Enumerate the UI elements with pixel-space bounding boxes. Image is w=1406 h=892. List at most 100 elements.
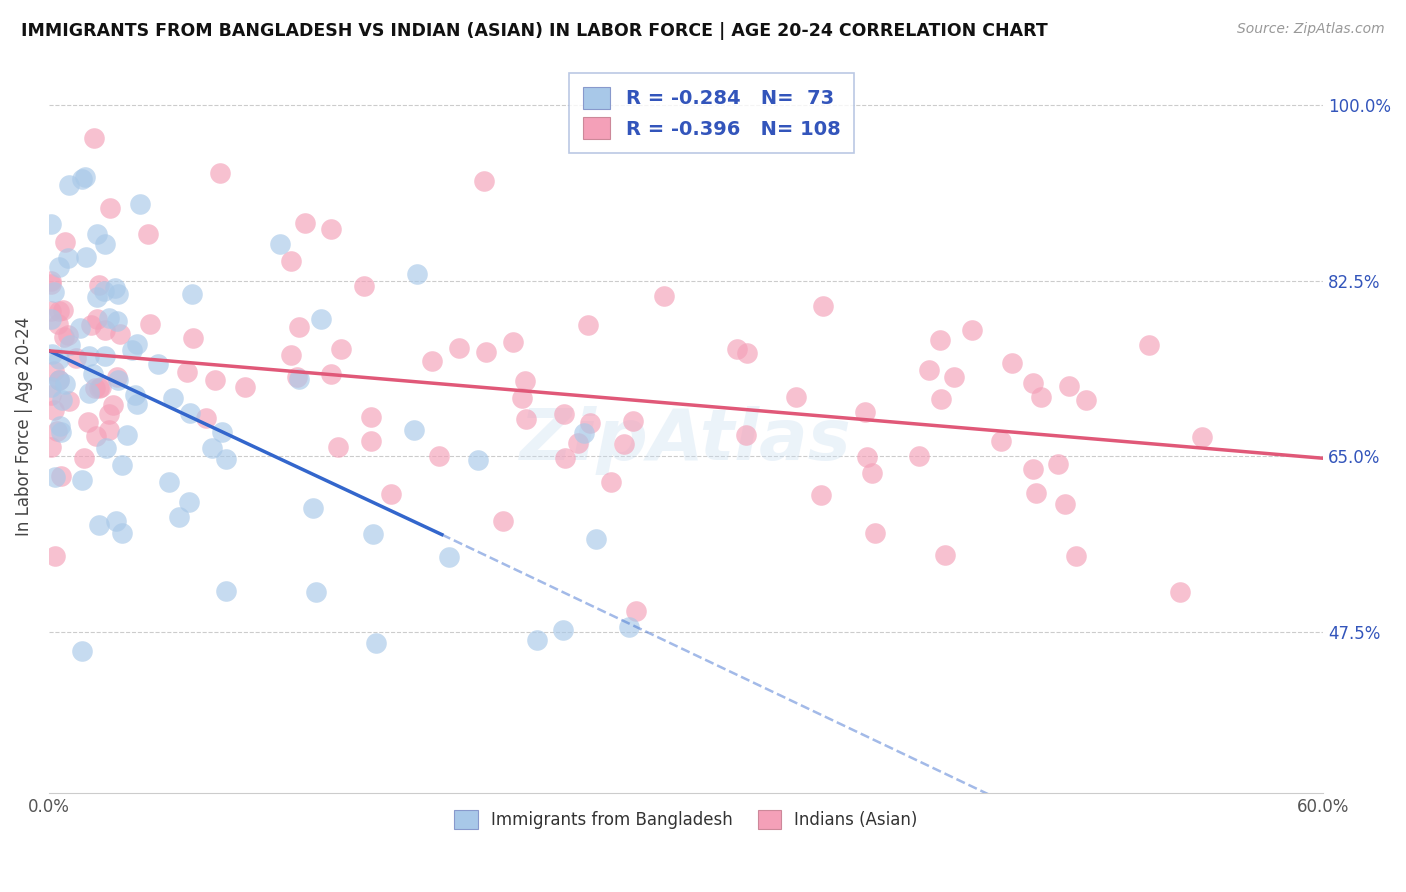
Point: [943, 369, 966, 384]
Point: [585, 533, 607, 547]
Point: [80, 318, 103, 332]
Point: [86, 227, 108, 241]
Point: [90, 380, 112, 394]
Point: [105, 370, 128, 384]
Point: [77, 385, 100, 400]
Point: [44, 285, 66, 300]
Point: [510, 391, 533, 405]
Point: [439, 550, 461, 565]
Point: [89, 381, 111, 395]
Point: [169, 510, 191, 524]
Point: [69, 321, 91, 335]
Point: [288, 319, 311, 334]
Point: [39, 388, 62, 402]
Point: [77, 349, 100, 363]
Point: [59, 338, 82, 352]
Point: [73, 450, 96, 465]
Point: [785, 390, 807, 404]
Point: [86, 312, 108, 326]
Point: [309, 312, 332, 326]
Point: [856, 450, 879, 464]
Point: [422, 354, 444, 368]
Point: [613, 436, 636, 450]
Point: [46, 424, 69, 438]
Point: [139, 317, 162, 331]
Point: [929, 392, 952, 406]
Point: [97, 407, 120, 421]
Point: [72, 172, 94, 186]
Point: [39, 277, 62, 292]
Point: [624, 604, 647, 618]
Point: [1029, 390, 1052, 404]
Point: [361, 526, 384, 541]
Point: [574, 425, 596, 440]
Point: [811, 299, 834, 313]
Point: [960, 323, 983, 337]
Point: [1025, 485, 1047, 500]
Point: [330, 342, 353, 356]
Point: [93, 284, 115, 298]
Point: [1064, 549, 1087, 564]
Point: [77, 415, 100, 429]
Point: [734, 427, 756, 442]
Point: [89, 277, 111, 292]
Point: [619, 620, 641, 634]
Point: [201, 442, 224, 456]
Point: [39, 312, 62, 326]
Point: [204, 373, 226, 387]
Point: [235, 379, 257, 393]
Point: [1139, 338, 1161, 352]
Point: [567, 435, 589, 450]
Point: [70, 473, 93, 487]
Point: [853, 404, 876, 418]
Point: [319, 222, 342, 236]
Text: Source: ZipAtlas.com: Source: ZipAtlas.com: [1237, 22, 1385, 37]
Point: [406, 267, 429, 281]
Point: [177, 495, 200, 509]
Point: [94, 442, 117, 456]
Text: ZipAtlas: ZipAtlas: [520, 406, 852, 475]
Point: [179, 407, 201, 421]
Point: [404, 424, 426, 438]
Point: [579, 416, 602, 430]
Point: [44, 363, 66, 377]
Point: [280, 254, 302, 268]
Point: [94, 323, 117, 337]
Point: [652, 289, 675, 303]
Y-axis label: In Labor Force | Age 20-24: In Labor Force | Age 20-24: [15, 317, 32, 536]
Point: [48, 352, 70, 367]
Point: [918, 362, 941, 376]
Point: [162, 391, 184, 405]
Point: [934, 548, 956, 562]
Point: [39, 218, 62, 232]
Point: [929, 333, 952, 347]
Point: [46, 318, 69, 332]
Point: [56, 251, 79, 265]
Point: [328, 440, 350, 454]
Point: [599, 475, 621, 490]
Point: [576, 318, 599, 332]
Point: [98, 423, 121, 437]
Point: [467, 452, 489, 467]
Point: [49, 425, 72, 439]
Point: [52, 302, 75, 317]
Point: [1057, 378, 1080, 392]
Point: [39, 440, 62, 454]
Point: [427, 449, 450, 463]
Point: [492, 514, 515, 528]
Point: [94, 349, 117, 363]
Point: [181, 331, 204, 345]
Point: [83, 131, 105, 145]
Point: [287, 370, 309, 384]
Point: [1074, 392, 1097, 407]
Point: [305, 585, 328, 599]
Point: [98, 201, 121, 215]
Point: [360, 410, 382, 425]
Point: [65, 351, 87, 366]
Point: [72, 644, 94, 658]
Point: [44, 549, 66, 563]
Point: [554, 451, 576, 466]
Point: [53, 376, 76, 391]
Point: [502, 335, 524, 350]
Point: [136, 227, 159, 242]
